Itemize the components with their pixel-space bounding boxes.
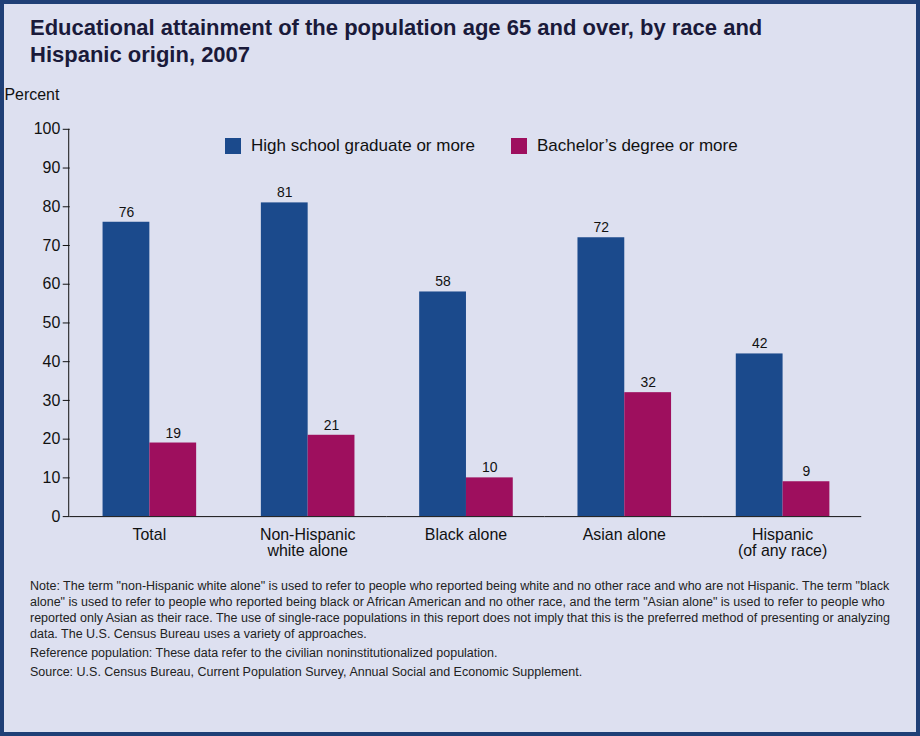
svg-text:20: 20 <box>43 430 61 447</box>
svg-text:72: 72 <box>594 219 610 235</box>
html-text:Note: The term "non-Hispanic w: Note: The term "non-Hispanic white alone… <box>30 579 890 641</box>
svg-text:90: 90 <box>43 159 61 176</box>
html-text:Bachelor’s degree or more: Bachelor’s degree or more <box>537 136 738 155</box>
svg-text:Non-Hispanicwhite alone: Non-Hispanicwhite alone <box>260 526 356 559</box>
svg-text:Total: Total <box>133 526 167 543</box>
svg-text:30: 30 <box>43 392 61 409</box>
svg-text:10: 10 <box>43 469 61 486</box>
svg-text:10: 10 <box>482 459 498 475</box>
svg-text:40: 40 <box>43 353 61 370</box>
svg-text:32: 32 <box>640 374 656 390</box>
html-text:High school graduate or more: High school graduate or more <box>251 136 475 155</box>
svg-text:Asian alone: Asian alone <box>583 526 666 543</box>
svg-text:60: 60 <box>43 275 61 292</box>
html-text:Educational attainment of the: Educational attainment of the population… <box>30 15 763 67</box>
svg-text:42: 42 <box>752 335 768 351</box>
svg-text:80: 80 <box>43 198 61 215</box>
svg-text:Black alone: Black alone <box>425 526 507 543</box>
svg-text:70: 70 <box>43 237 61 254</box>
svg-text:76: 76 <box>119 204 135 220</box>
html-text:Source: U.S. Census Bureau, Cu: Source: U.S. Census Bureau, Current Popu… <box>30 665 583 679</box>
svg-text:58: 58 <box>435 273 451 289</box>
html-text:Reference population: These da: Reference population: These data refer t… <box>30 646 498 660</box>
svg-text:Hispanic(of any race): Hispanic(of any race) <box>738 526 827 559</box>
svg-text:100: 100 <box>34 120 61 137</box>
svg-text:Percent: Percent <box>4 86 59 103</box>
svg-text:50: 50 <box>43 314 61 331</box>
svg-text:21: 21 <box>324 417 340 433</box>
svg-text:9: 9 <box>803 463 811 479</box>
svg-text:81: 81 <box>277 184 293 200</box>
svg-text:0: 0 <box>51 508 60 525</box>
svg-text:19: 19 <box>165 425 181 441</box>
